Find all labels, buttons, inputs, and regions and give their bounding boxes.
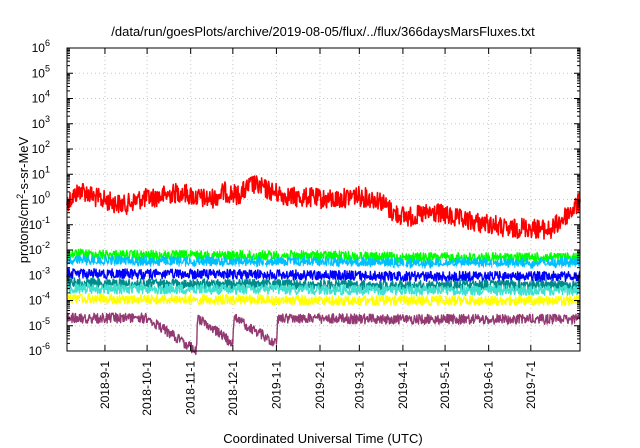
y-tick-label-exp: -5 xyxy=(42,316,50,326)
y-tick-label-base: 10 xyxy=(32,193,46,207)
y-tick-label-base: 10 xyxy=(29,243,43,257)
y-tick-label: 10-5 xyxy=(29,316,50,333)
y-axis-label-exp: 2 xyxy=(15,194,25,199)
y-tick-labels: 10-610-510-410-310-210-11001011021031041… xyxy=(29,38,50,358)
y-tick-label: 106 xyxy=(32,38,50,55)
y-tick-label-base: 10 xyxy=(32,167,46,181)
y-tick-label-exp: 3 xyxy=(45,114,50,124)
y-axis-label-rest: -s-sr-MeV xyxy=(16,136,31,193)
y-tick-label-base: 10 xyxy=(29,319,43,333)
y-tick-label-base: 10 xyxy=(29,218,43,232)
x-tick-label: 2018-10-1 xyxy=(140,361,154,416)
y-tick-label: 100 xyxy=(32,190,50,207)
x-tick-label: 2019-3-1 xyxy=(352,361,366,409)
x-tick-label: 2019-2-1 xyxy=(313,361,327,409)
y-axis-label: protons/cm2-s-sr-MeV xyxy=(15,136,31,263)
y-tick-label: 105 xyxy=(32,63,50,80)
series-line xyxy=(66,283,581,297)
x-tick-label: 2019-6-1 xyxy=(482,361,496,409)
y-tick-label-base: 10 xyxy=(32,117,46,131)
y-tick-label-exp: 2 xyxy=(45,139,50,149)
y-tick-label-base: 10 xyxy=(29,344,43,358)
series-line xyxy=(66,293,581,307)
y-tick-label: 10-2 xyxy=(29,240,50,257)
y-tick-label-exp: -3 xyxy=(42,265,50,275)
ticks xyxy=(67,47,580,352)
x-tick-label: 2019-5-1 xyxy=(438,361,452,409)
series-layer xyxy=(66,175,581,356)
y-tick-label-exp: 1 xyxy=(45,164,50,174)
x-tick-label: 2019-4-1 xyxy=(396,361,410,409)
x-axis-label: Coordinated Universal Time (UTC) xyxy=(223,431,422,446)
y-tick-label-exp: -1 xyxy=(42,215,50,225)
y-tick-label-exp: -4 xyxy=(42,291,50,301)
y-tick-label: 102 xyxy=(32,139,50,156)
y-tick-label: 104 xyxy=(32,89,50,106)
y-tick-label: 10-3 xyxy=(29,265,50,282)
series-line xyxy=(66,254,581,269)
series-line xyxy=(66,312,581,356)
x-tick-label: 2018-11-1 xyxy=(184,361,198,415)
y-tick-label-exp: 5 xyxy=(45,63,50,73)
x-tick-label: 2019-7-1 xyxy=(524,361,538,409)
y-tick-label-base: 10 xyxy=(32,41,46,55)
y-tick-label-exp: 4 xyxy=(45,89,50,99)
x-tick-label: 2018-9-1 xyxy=(98,361,112,409)
y-tick-label-exp: -2 xyxy=(42,240,50,250)
series-line xyxy=(66,175,581,240)
y-tick-label: 10-1 xyxy=(29,215,50,232)
x-tick-label: 2018-12-1 xyxy=(226,361,240,416)
x-tick-label: 2019-1-1 xyxy=(269,361,283,409)
y-axis-label-base: protons/cm xyxy=(16,199,31,263)
y-tick-label-exp: 0 xyxy=(45,190,50,200)
y-tick-label-base: 10 xyxy=(29,268,43,282)
chart-title: /data/run/goesPlots/archive/2019-08-05/f… xyxy=(111,24,535,39)
y-tick-label: 101 xyxy=(32,164,50,181)
y-tick-label-exp: 6 xyxy=(45,38,50,48)
y-tick-label-base: 10 xyxy=(29,294,43,308)
y-tick-label-base: 10 xyxy=(32,142,46,156)
series-line xyxy=(66,267,581,283)
y-tick-label: 103 xyxy=(32,114,50,131)
y-tick-label-exp: -6 xyxy=(42,341,50,351)
y-tick-label: 10-6 xyxy=(29,341,50,358)
y-tick-label-base: 10 xyxy=(32,66,46,80)
x-tick-labels: 2018-9-1 2018-10-1 2018-11-1 2018-12-1 2019-… xyxy=(98,361,538,416)
y-tick-label: 10-4 xyxy=(29,291,50,308)
y-tick-label-base: 10 xyxy=(32,92,46,106)
